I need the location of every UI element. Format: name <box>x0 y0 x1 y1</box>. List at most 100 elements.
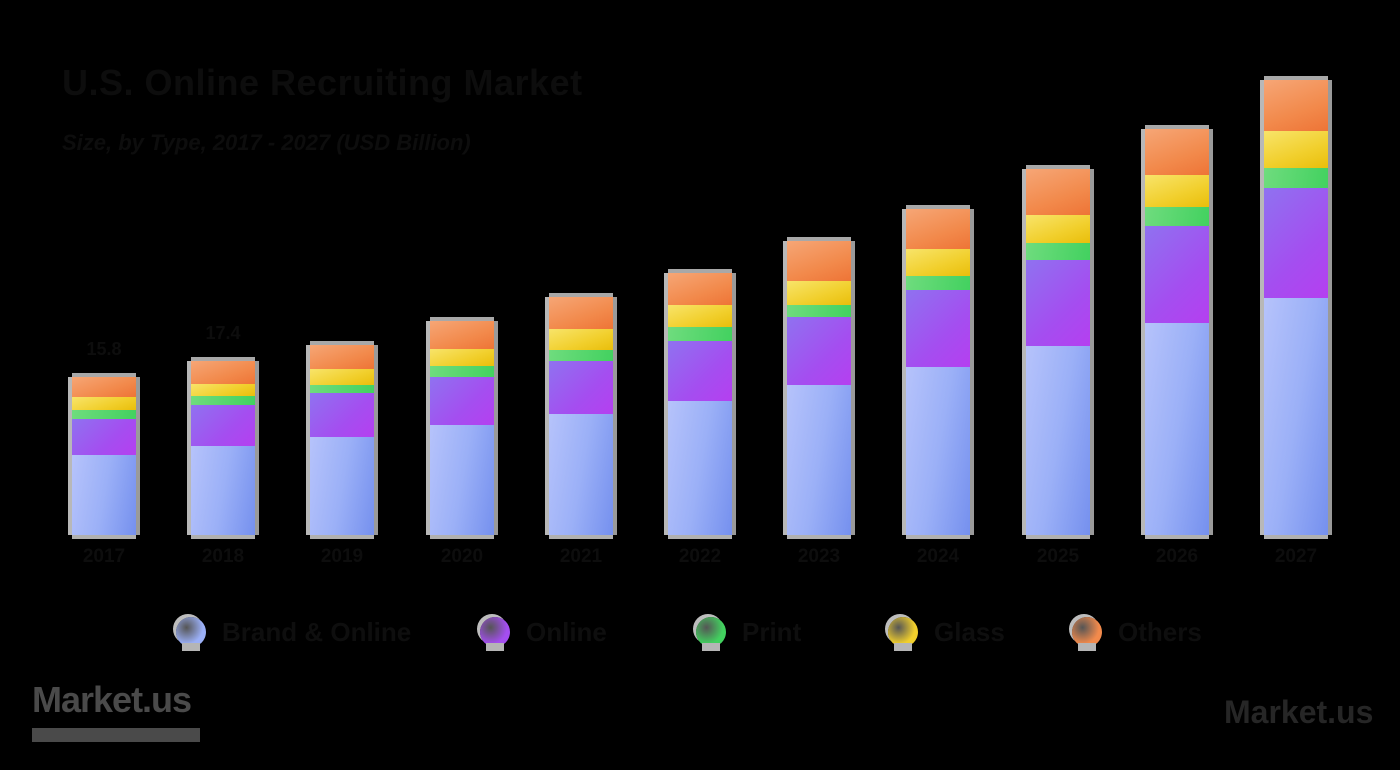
stacked-bar <box>191 361 255 535</box>
x-axis-label: 2022 <box>678 546 722 567</box>
bar-segment <box>549 329 613 350</box>
bar-segment <box>72 455 136 535</box>
bar-segment <box>668 327 732 341</box>
bar-segment <box>787 317 851 385</box>
bar-segment <box>310 437 374 535</box>
legend-label: Glass <box>934 616 1005 647</box>
bar-segment <box>787 305 851 317</box>
legend-item: Online <box>480 612 607 652</box>
bar-segment <box>1264 131 1328 168</box>
legend-label: Brand & Online <box>222 616 412 647</box>
x-axis-label: 2027 <box>1274 546 1318 567</box>
circle-marker-icon <box>696 617 726 651</box>
bar-segment <box>430 377 494 425</box>
bar-segment <box>1145 175 1209 207</box>
x-axis-label: 2026 <box>1155 546 1199 567</box>
bar-segment <box>430 366 494 377</box>
circle-marker-icon <box>176 617 206 651</box>
bar-segment <box>549 350 613 361</box>
bar-segment <box>430 425 494 535</box>
bar-segment <box>1026 243 1090 260</box>
bar-segment <box>906 276 970 290</box>
stacked-bar <box>787 241 851 535</box>
chart-subtitle: Size, by Type, 2017 - 2027 (USD Billion) <box>62 130 471 155</box>
bar-segment <box>787 385 851 535</box>
bar-segment <box>430 349 494 366</box>
stacked-bar <box>906 209 970 535</box>
x-axis-label: 2018 <box>201 546 245 567</box>
bar-segment <box>549 297 613 329</box>
bar-segment <box>1145 323 1209 535</box>
bar-segment <box>668 273 732 305</box>
bar-segment <box>1026 169 1090 215</box>
bar-segment <box>191 446 255 535</box>
x-axis-label: 2023 <box>797 546 841 567</box>
value-label: 15.8 <box>86 339 122 359</box>
x-axis-label: 2019 <box>320 546 364 567</box>
stacked-bar <box>310 345 374 535</box>
stacked-bar <box>430 321 494 535</box>
x-axis-label: 2025 <box>1036 546 1080 567</box>
legend-label: Others <box>1118 616 1202 647</box>
x-axis-label: 2024 <box>916 546 960 567</box>
bar-segment <box>72 410 136 419</box>
bar-segment <box>1264 188 1328 298</box>
bar-segment <box>72 377 136 397</box>
brand-logo-underline <box>32 728 200 742</box>
circle-marker-icon <box>480 617 510 651</box>
circle-marker-icon <box>888 617 918 651</box>
bar-segment <box>906 367 970 535</box>
bar-segment <box>430 321 494 349</box>
bar-segment <box>191 405 255 446</box>
bar-segment <box>72 397 136 410</box>
bar-segment <box>310 345 374 369</box>
bar-segment <box>310 393 374 437</box>
legend-item: Brand & Online <box>176 612 411 652</box>
brand-logo-right: Market.us <box>1224 694 1374 730</box>
bar-segment <box>1264 168 1328 188</box>
bar-segment <box>787 241 851 281</box>
bar-segment <box>191 396 255 405</box>
value-label: 17.4 <box>205 323 241 343</box>
bar-segment <box>1026 215 1090 243</box>
bar-segment <box>906 290 970 367</box>
bar-segment <box>191 384 255 396</box>
bar-segment <box>1026 260 1090 346</box>
x-axis-label: 2021 <box>559 546 603 567</box>
stacked-bar <box>668 273 732 535</box>
bar-segment <box>787 281 851 305</box>
bar-segment <box>1026 346 1090 535</box>
bar-segment <box>549 361 613 414</box>
legend-item: Others <box>1072 612 1202 652</box>
stacked-bar <box>549 297 613 535</box>
legend: Brand & Online Online Print Glass Others <box>0 612 1400 652</box>
brand-logo-text: Market.us <box>32 679 192 720</box>
stacked-bar <box>72 377 136 535</box>
bar-segment <box>906 209 970 249</box>
bar-segment <box>310 385 374 393</box>
bar-segment <box>310 369 374 385</box>
brand-logo-left: Market.us <box>32 680 200 744</box>
stacked-bar <box>1026 169 1090 535</box>
stacked-bar <box>1145 129 1209 535</box>
x-axis-label: 2017 <box>82 546 126 567</box>
circle-marker-icon <box>1072 617 1102 651</box>
bar-segment <box>906 249 970 276</box>
bar-segment <box>668 341 732 401</box>
bar-segment <box>1145 226 1209 323</box>
bar-segment <box>1145 207 1209 226</box>
chart-title: U.S. Online Recruiting Market <box>62 62 583 103</box>
x-axis-label: 2020 <box>440 546 484 567</box>
legend-label: Online <box>526 616 607 647</box>
bar-segment <box>549 414 613 535</box>
bar-segment <box>191 361 255 384</box>
legend-label: Print <box>742 616 802 647</box>
bar-segment <box>1145 129 1209 175</box>
stacked-bar <box>1264 80 1328 535</box>
bar-segment <box>668 401 732 535</box>
bar-segment <box>1264 298 1328 535</box>
legend-item: Glass <box>888 612 1005 652</box>
legend-item: Print <box>696 612 801 652</box>
bar-segment <box>1264 80 1328 131</box>
bar-segment <box>72 419 136 455</box>
